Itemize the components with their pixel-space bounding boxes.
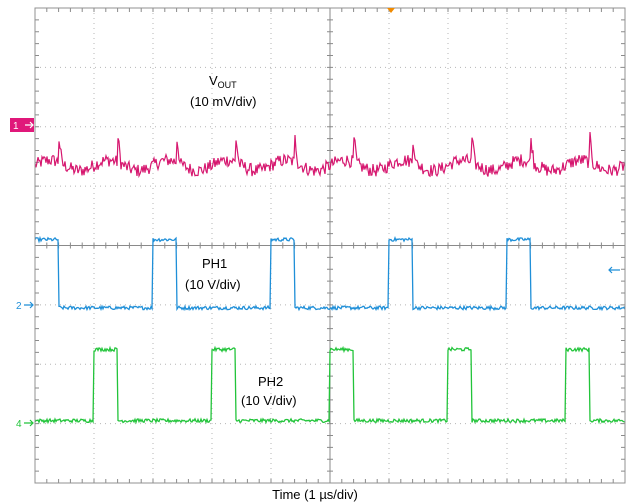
vout-label-main: V [209,73,218,88]
channel-2-arrow-icon [24,301,34,309]
channel-2-marker: 2 [16,301,34,312]
channel-4-arrow-icon [24,419,34,427]
channel-1-marker: 1 [10,118,34,132]
vout-label-subscript: OUT [218,80,238,90]
plot-frame [34,7,626,484]
channel-2-offscreen-arrow-icon [608,266,620,274]
channel-2-marker-label: 2 [16,301,22,312]
vout-label: VOUT [209,73,237,90]
x-axis-label: Time (1 µs/div) [272,487,358,502]
ph1-label: PH1 [202,256,227,271]
channel-1-marker-badge [10,118,34,132]
ph2-scale-label: (10 V/div) [241,393,297,408]
trigger-position-icon [387,8,395,13]
channel-4-marker-label: 4 [16,419,22,430]
graticule [34,7,626,484]
channel-4-marker: 4 [16,419,34,430]
channel-1-arrow-icon [25,121,34,129]
vout-trace [34,131,626,179]
ph1-scale-label: (10 V/div) [185,277,241,292]
vout-scale-label: (10 mV/div) [190,94,256,109]
waveform-traces [34,131,626,425]
channel-1-marker-label: 1 [13,121,19,132]
ph2-trace [34,345,626,425]
ph2-label: PH2 [258,374,283,389]
ph1-trace [34,235,626,312]
